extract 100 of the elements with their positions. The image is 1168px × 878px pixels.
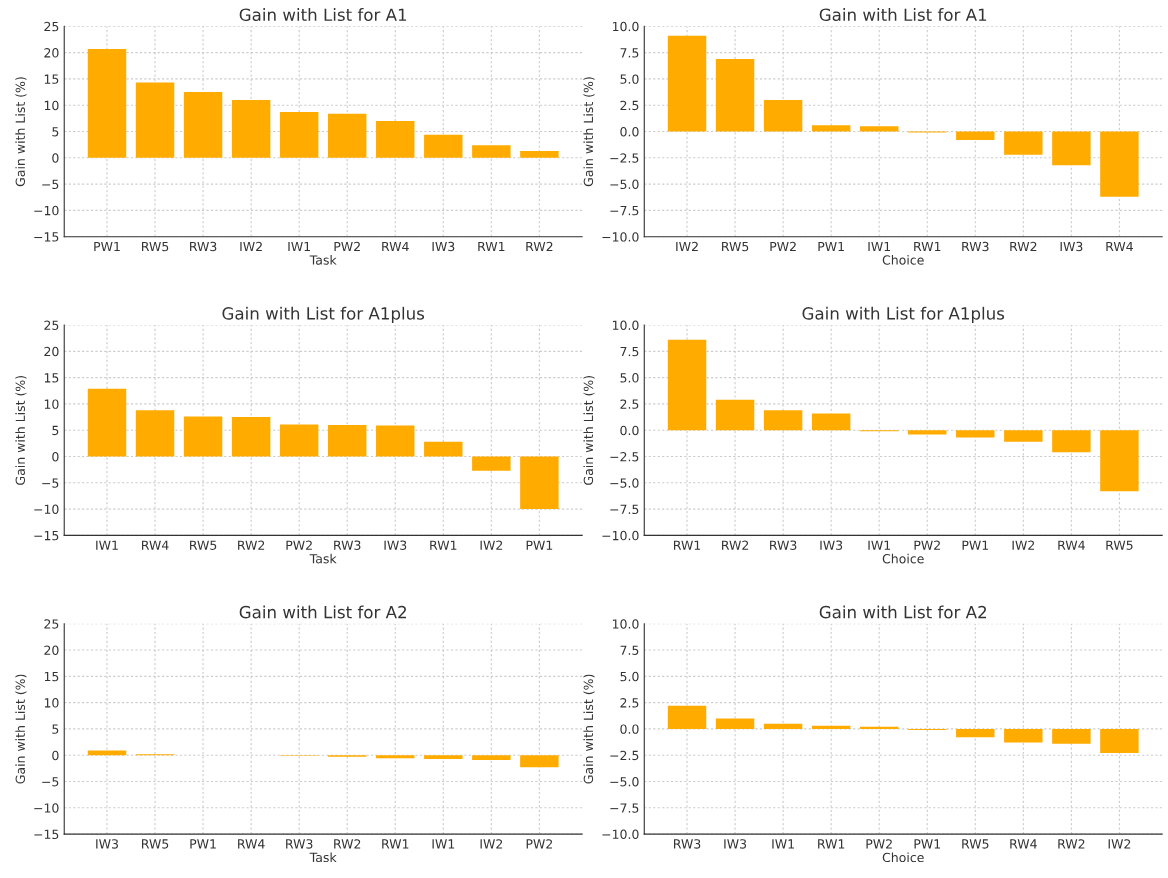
y-axis-title: Gain with List (%) (583, 375, 595, 485)
x-tick-label: IW3 (96, 839, 118, 849)
x-tick-label: RW3 (334, 540, 361, 550)
y-axis-title: Gain with List (%) (15, 77, 27, 187)
bar (376, 121, 415, 158)
bar (763, 723, 803, 729)
y-axis-title: Gain with List (%) (583, 77, 595, 187)
y-tick-label: −10.0 (602, 232, 639, 242)
y-tick-label: 2.5 (620, 698, 639, 708)
x-tick-label: RW3 (286, 839, 313, 849)
bar (811, 125, 851, 132)
x-tick-label: IW3 (820, 540, 843, 550)
chart-title: Gain with List for A1plus (222, 306, 425, 323)
y-tick-label: 10 (44, 698, 59, 708)
y-tick-label: 7.5 (620, 346, 639, 357)
x-tick-label: RW3 (674, 839, 701, 849)
x-tick-label: IW2 (676, 241, 698, 252)
x-tick-label: IW1 (868, 241, 891, 252)
bar (279, 424, 319, 457)
bar (87, 388, 127, 457)
x-tick-label: IW2 (480, 839, 503, 849)
bar (667, 35, 707, 132)
bar (859, 726, 899, 729)
x-tick-label: RW4 (382, 241, 409, 252)
bar (520, 456, 559, 510)
x-tick-label: RW4 (142, 540, 169, 550)
x-tick-label: PW1 (94, 241, 120, 252)
x-tick-label: IW2 (480, 540, 503, 550)
bar (956, 131, 995, 140)
bar (667, 339, 707, 431)
y-tick-label: −5.0 (610, 776, 639, 787)
x-tick-label: RW5 (142, 839, 169, 849)
bar (715, 399, 755, 431)
y-tick-label: 25 (44, 21, 59, 32)
bar (1004, 430, 1043, 442)
x-tick-label: PW1 (962, 540, 989, 550)
bar (376, 425, 415, 457)
x-tick-label: RW3 (962, 241, 989, 252)
bar (811, 413, 851, 431)
y-tick-label: 15 (44, 74, 59, 84)
y-tick-label: −7.5 (610, 504, 639, 515)
bar (908, 430, 947, 435)
x-tick-label: PW2 (770, 241, 796, 252)
y-tick-label: 2.5 (620, 100, 639, 111)
x-tick-label: RW5 (962, 839, 989, 849)
y-tick-label: −15 (34, 232, 59, 242)
y-tick-label: 0.0 (620, 425, 639, 436)
bar (135, 410, 175, 457)
x-tick-label: IW3 (432, 241, 455, 252)
bar (811, 725, 851, 729)
y-tick-label: −10 (34, 205, 59, 216)
x-tick-label: PW2 (334, 241, 360, 252)
y-axis-title: Gain with List (%) (15, 674, 27, 784)
x-axis-title: Task (309, 255, 337, 265)
y-tick-label: −2.5 (610, 153, 639, 163)
bar (231, 417, 271, 457)
x-tick-label: IW1 (772, 839, 794, 849)
bar (135, 82, 175, 158)
y-tick-label: 15 (44, 671, 59, 682)
bar (279, 112, 319, 158)
y-tick-label: −5 (42, 179, 59, 190)
y-tick-label: −2.5 (610, 451, 639, 462)
bar (1004, 131, 1043, 155)
x-tick-label: RW5 (1106, 540, 1133, 550)
x-tick-label: PW1 (190, 839, 216, 849)
x-axis-title: Task (309, 553, 337, 564)
bar (1052, 728, 1091, 744)
y-tick-label: 7.5 (620, 645, 639, 655)
chart-title: Gain with List for A1 (819, 8, 987, 22)
bar (956, 728, 995, 738)
x-axis-title: Choice (882, 553, 924, 564)
x-axis-title: Choice (882, 852, 924, 863)
x-tick-label: RW3 (190, 241, 217, 252)
y-tick-label: 5 (52, 425, 59, 436)
y-tick-label: 0.0 (620, 126, 639, 137)
x-tick-label: IW1 (868, 540, 891, 550)
y-tick-label: 5 (52, 724, 59, 734)
x-tick-label: RW1 (818, 839, 845, 849)
y-tick-label: 10.0 (612, 619, 639, 629)
x-tick-label: IW2 (1108, 839, 1131, 849)
bar (667, 705, 707, 729)
bar (424, 134, 463, 158)
x-tick-label: RW4 (1058, 540, 1085, 550)
y-tick-label: 10.0 (612, 21, 639, 32)
chart-title: Gain with List for A2 (819, 605, 987, 619)
y-tick-label: 25 (44, 619, 59, 629)
bar (183, 416, 223, 457)
y-tick-label: 7.5 (620, 48, 639, 58)
bar (715, 718, 755, 729)
chart-title: Gain with List for A1plus (802, 306, 1005, 323)
x-tick-label: RW2 (1058, 839, 1085, 849)
chart-title: Gain with List for A1 (239, 8, 407, 22)
y-axis-title: Gain with List (%) (583, 674, 595, 784)
y-tick-label: −15 (34, 531, 59, 541)
x-axis-title: Task (309, 852, 337, 863)
y-tick-label: 10 (44, 399, 59, 409)
x-tick-label: RW4 (1106, 241, 1133, 252)
y-tick-label: −10.0 (602, 530, 639, 541)
x-tick-label: IW3 (1060, 241, 1083, 252)
bar (424, 441, 463, 457)
